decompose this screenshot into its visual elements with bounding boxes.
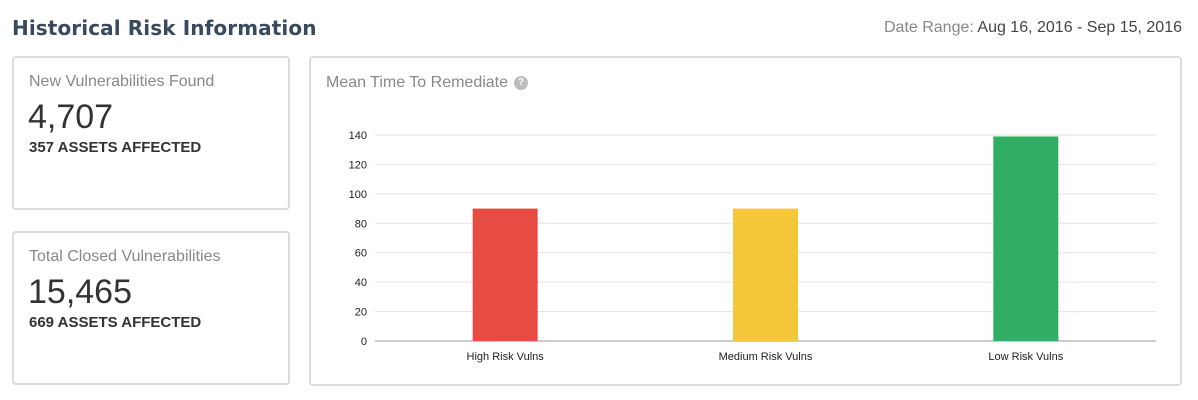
x-category-label: Medium Risk Vulns <box>719 351 813 363</box>
date-range[interactable]: Date Range: Aug 16, 2016 - Sep 15, 2016 <box>884 19 1182 37</box>
date-range-value[interactable]: Aug 16, 2016 - Sep 15, 2016 <box>977 19 1182 36</box>
bar <box>472 208 538 341</box>
closed-vulnerabilities-card: Total Closed Vulnerabilities 15,465 669 … <box>12 231 290 385</box>
bar <box>993 136 1059 341</box>
y-tick-label: 0 <box>361 336 367 348</box>
bar <box>733 208 798 341</box>
page-title: Historical Risk Information <box>12 16 317 40</box>
y-tick-label: 20 <box>355 307 367 319</box>
mean-time-to-remediate-card: Mean Time To Remediate ? 0 20 40 60 80 100 120… <box>309 56 1182 386</box>
y-tick-label: 120 <box>349 159 367 171</box>
bar-chart: 0 20 40 60 80 100 120 140 High Risk Vulns Medium … <box>349 130 1156 363</box>
new-vulnerabilities-card: New Vulnerabilities Found 4,707 357 ASSE… <box>12 56 290 210</box>
y-tick-label: 40 <box>355 277 367 289</box>
x-category-label: High Risk Vulns <box>467 351 545 363</box>
stat-value: 4,707 <box>28 98 114 136</box>
stat-value: 15,465 <box>28 273 132 311</box>
question-circle-icon[interactable]: ? <box>514 76 529 90</box>
y-tick-label: 60 <box>355 248 367 260</box>
y-tick-label: 80 <box>355 218 367 230</box>
y-tick-label: 140 <box>349 130 367 142</box>
stat-label: Total Closed Vulnerabilities <box>29 248 221 265</box>
stat-label: New Vulnerabilities Found <box>29 73 215 90</box>
chart-title-text: Mean Time To Remediate <box>326 74 509 91</box>
stat-assets-affected: 669 ASSETS AFFECTED <box>29 314 202 331</box>
stat-assets-affected: 357 ASSETS AFFECTED <box>29 139 202 156</box>
x-category-label: Low Risk Vulns <box>988 351 1063 363</box>
date-range-label: Date Range: <box>883 19 974 36</box>
chart-title: Mean Time To Remediate ? <box>326 74 529 92</box>
y-tick-label: 100 <box>349 189 367 201</box>
